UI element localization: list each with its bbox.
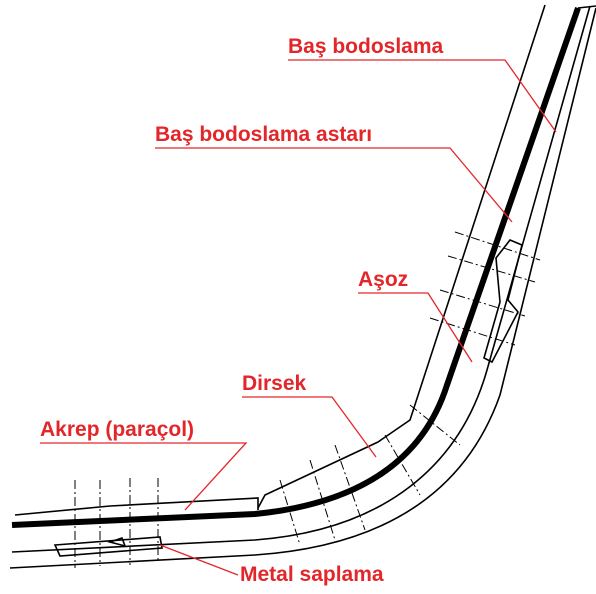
- keel-plate-edge: [14, 497, 259, 516]
- dash-line: [409, 404, 461, 446]
- hull-drawing: [9, 4, 596, 569]
- dash-line: [279, 479, 301, 546]
- leader-line: [40, 442, 248, 511]
- outer-shell: [11, 5, 591, 553]
- leader-line: [242, 396, 377, 458]
- stem-top: [577, 5, 596, 9]
- leader-line: [288, 59, 557, 133]
- labels: Baş bodoslama Baş bodoslama astarı Aşoz …: [40, 35, 557, 586]
- leader-line: [155, 147, 513, 223]
- outer-shell-2: [9, 7, 596, 569]
- dash-line: [454, 231, 541, 261]
- dash-line: [447, 255, 536, 283]
- center-lines: [74, 231, 541, 568]
- stem-bar: [11, 7, 581, 528]
- label: Akrep (paraçol): [40, 418, 194, 441]
- pin: [107, 536, 127, 548]
- label: Baş bodoslama: [288, 35, 444, 58]
- scarf-plate: [483, 239, 523, 364]
- dash-line: [334, 444, 366, 531]
- stem-inner-edge: [257, 4, 546, 509]
- dash-line: [309, 459, 336, 541]
- metal-plate: [53, 536, 163, 557]
- label: Baş bodoslama astarı: [155, 123, 372, 146]
- leader-line: [159, 544, 239, 576]
- label: Dirsek: [242, 372, 307, 395]
- dash-line: [439, 289, 526, 317]
- label: Aşoz: [358, 268, 408, 291]
- dash-line: [429, 317, 516, 346]
- dash-line: [384, 434, 421, 496]
- leader-line: [358, 292, 473, 363]
- label: Metal saplama: [240, 563, 384, 586]
